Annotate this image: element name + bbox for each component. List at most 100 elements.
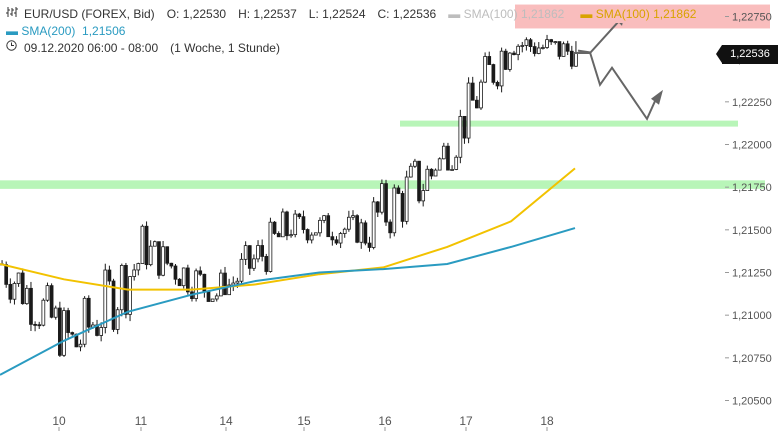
candle-body bbox=[516, 45, 520, 56]
candle-body bbox=[342, 228, 347, 234]
low-value: L: 1,22524 bbox=[308, 7, 366, 21]
candle-body bbox=[433, 169, 438, 177]
candle-body bbox=[62, 310, 66, 356]
candle-body bbox=[322, 215, 326, 221]
candle-body bbox=[219, 272, 223, 297]
bearish-arrowhead bbox=[651, 89, 663, 105]
candle-body bbox=[536, 47, 541, 54]
candle-body bbox=[144, 225, 149, 266]
sma100-legend: ▬ SMA(100) 1,21862 bbox=[576, 6, 701, 23]
candle-body bbox=[186, 267, 190, 293]
candle-body bbox=[177, 278, 182, 287]
candle-body bbox=[161, 246, 165, 276]
candle-body bbox=[24, 287, 29, 305]
sma200-value: 1,21506 bbox=[82, 24, 126, 38]
x-tick-label: 17 bbox=[459, 414, 473, 428]
candle-body bbox=[408, 165, 413, 178]
bearish-arrow bbox=[577, 49, 658, 121]
chart-legend: EUR/USD (FOREX, Bid) O: 1,22530 H: 1,225… bbox=[6, 6, 701, 57]
y-axis: 1,227501,225001,222501,220001,217501,215… bbox=[725, 12, 772, 408]
candle-body bbox=[384, 183, 388, 223]
candle-body bbox=[256, 245, 260, 260]
candle-body bbox=[252, 258, 256, 269]
x-tick-label: 10 bbox=[52, 414, 66, 428]
y-tick-label: 1,20750 bbox=[732, 353, 772, 365]
x-axis: 10 11 14 15 16 17 18 bbox=[52, 414, 554, 431]
candle-body bbox=[520, 45, 525, 47]
candle-body bbox=[198, 270, 203, 275]
candle-body bbox=[99, 327, 103, 336]
candle-body bbox=[347, 216, 351, 230]
candle-body bbox=[371, 201, 376, 248]
candle-body bbox=[239, 258, 244, 282]
legend-row-main: EUR/USD (FOREX, Bid) O: 1,22530 H: 1,225… bbox=[6, 6, 701, 23]
candle-body bbox=[508, 52, 512, 70]
candle-body bbox=[441, 145, 446, 160]
candle-body bbox=[330, 236, 335, 241]
date-range: 09.12.2020 06:00 - 08:00 bbox=[24, 41, 159, 55]
candles-layer bbox=[0, 34, 578, 357]
candle-body bbox=[450, 169, 454, 171]
candle-body bbox=[470, 82, 475, 101]
candle-body bbox=[82, 297, 87, 345]
sma100-line bbox=[0, 167, 576, 291]
sma200-label: SMA(200) bbox=[21, 24, 76, 38]
candle-body bbox=[103, 269, 108, 328]
candle-body bbox=[528, 39, 533, 47]
candle-body bbox=[524, 39, 529, 46]
candle-body bbox=[169, 262, 174, 267]
candle-body bbox=[380, 183, 384, 213]
candle-body bbox=[210, 298, 215, 302]
candle-body bbox=[297, 213, 302, 218]
candle-body bbox=[363, 222, 368, 244]
candle-body bbox=[115, 309, 120, 330]
candle-body bbox=[223, 272, 227, 296]
candle-body bbox=[495, 81, 500, 87]
candle-body bbox=[404, 176, 409, 222]
candle-body bbox=[49, 285, 54, 318]
candle-body bbox=[194, 270, 198, 299]
candle-body bbox=[429, 168, 434, 177]
candle-body bbox=[181, 267, 186, 287]
candle-body bbox=[165, 246, 170, 264]
candle-body bbox=[561, 43, 566, 57]
candle-body bbox=[293, 213, 298, 236]
candle-body bbox=[227, 284, 231, 296]
candle-body bbox=[549, 39, 554, 43]
candlestick-icon bbox=[6, 6, 20, 23]
candle-body bbox=[462, 115, 467, 139]
sma200-legend: ▬ SMA(200) 1,21506 bbox=[6, 24, 126, 38]
candle-body bbox=[388, 221, 392, 234]
sma100-gray-value: 1,21862 bbox=[520, 7, 565, 21]
sma100-gray-label: SMA(100) bbox=[463, 7, 518, 21]
y-tick-label: 1,20500 bbox=[732, 396, 772, 408]
candle-body bbox=[375, 201, 380, 213]
candle-body bbox=[367, 242, 372, 248]
high-value: H: 1,22537 bbox=[238, 7, 297, 21]
candle-body bbox=[351, 215, 355, 218]
close-value: C: 1,22536 bbox=[377, 7, 437, 21]
candle-body bbox=[475, 99, 479, 109]
candle-body bbox=[532, 46, 537, 54]
candle-body bbox=[392, 187, 397, 234]
sma-layer bbox=[0, 167, 576, 376]
candle-body bbox=[396, 187, 401, 194]
last-price-tag: 1,22536 bbox=[716, 45, 778, 64]
candle-body bbox=[140, 225, 145, 264]
candle-body bbox=[37, 324, 42, 327]
candle-body bbox=[466, 82, 471, 139]
sma200-line bbox=[0, 227, 576, 376]
candle-body bbox=[565, 43, 570, 52]
candle-body bbox=[421, 190, 426, 202]
candle-body bbox=[128, 276, 132, 315]
candle-body bbox=[305, 229, 310, 241]
candle-body bbox=[483, 56, 487, 83]
candle-body bbox=[309, 234, 314, 241]
candle-body bbox=[148, 245, 153, 266]
candle-body bbox=[152, 241, 157, 247]
candle-body bbox=[206, 291, 211, 302]
y-tick-label: 1,21500 bbox=[732, 225, 772, 237]
candle-body bbox=[541, 47, 545, 49]
candle-body bbox=[313, 232, 318, 236]
